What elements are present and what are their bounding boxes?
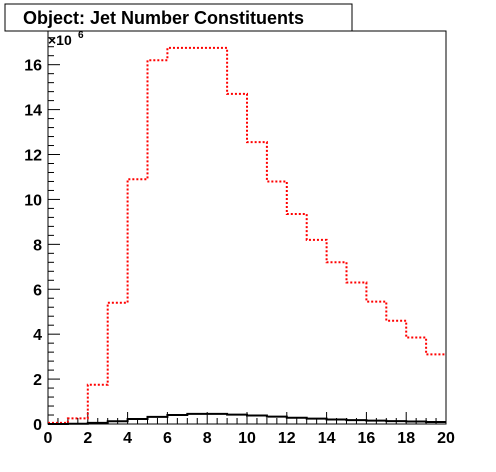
- x-axis-ticks: 0 2 4 6 8 10 12 14 16 18 20: [44, 412, 455, 447]
- x-tick-label: 10: [238, 430, 256, 447]
- x-tick-label: 0: [44, 430, 53, 447]
- series-layer: [48, 46, 446, 425]
- y-axis-ticks: 0 2 4 6 8 10 12 14 16: [24, 37, 60, 434]
- y-tick-label: 10: [24, 192, 42, 209]
- y-tick-label: 14: [24, 103, 42, 120]
- x-tick-label: 14: [318, 430, 336, 447]
- x-tick-label: 2: [83, 430, 92, 447]
- title-box-frame: [4, 3, 353, 32]
- histogram-series-1: [48, 412, 446, 425]
- x-tick-label: 18: [397, 430, 415, 447]
- y-tick-label: 8: [33, 237, 42, 254]
- y-multiplier-label: ×10: [48, 32, 72, 48]
- y-multiplier: ×10 6: [48, 30, 84, 48]
- y-tick-label: 12: [24, 148, 42, 165]
- y-tick-label: 16: [24, 58, 42, 75]
- x-tick-label: 20: [437, 430, 455, 447]
- y-tick-label: 0: [33, 417, 42, 434]
- chart-title: Object: Jet Number Constituents: [23, 8, 304, 28]
- x-tick-label: 12: [278, 430, 296, 447]
- y-multiplier-exponent: 6: [78, 30, 84, 41]
- y-tick-label: 2: [33, 372, 42, 389]
- x-tick-label: 8: [203, 430, 212, 447]
- x-tick-label: 4: [123, 430, 132, 447]
- x-tick-label: 6: [163, 430, 172, 447]
- title-box: Object: Jet Number Constituents: [4, 3, 353, 32]
- histogram-series-0: [48, 46, 446, 424]
- x-tick-label: 16: [358, 430, 376, 447]
- y-tick-label: 6: [33, 282, 42, 299]
- y-tick-label: 4: [33, 327, 42, 344]
